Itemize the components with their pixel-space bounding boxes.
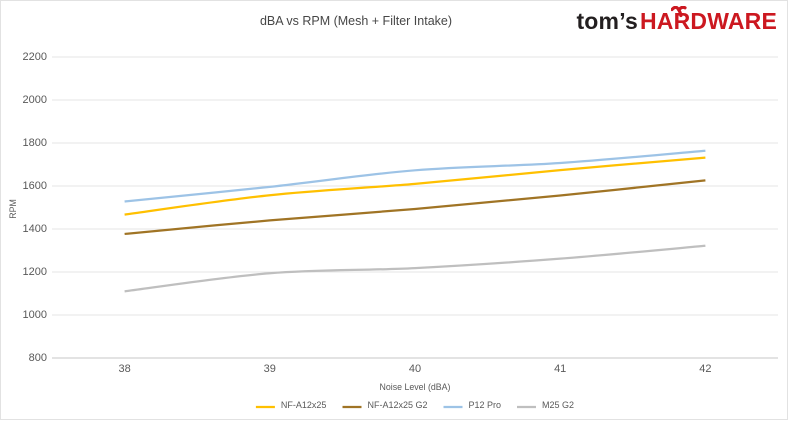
svg-text:1200: 1200 (23, 266, 47, 278)
svg-text:40: 40 (409, 363, 421, 375)
svg-text:NF-A12x25 G2: NF-A12x25 G2 (368, 400, 428, 410)
svg-text:RPM: RPM (8, 199, 18, 219)
svg-text:P12 Pro: P12 Pro (469, 400, 502, 410)
svg-text:39: 39 (264, 363, 276, 375)
svg-text:38: 38 (118, 363, 130, 375)
svg-text:41: 41 (554, 363, 566, 375)
svg-text:1800: 1800 (23, 137, 47, 149)
svg-text:42: 42 (699, 363, 711, 375)
svg-text:M25 G2: M25 G2 (542, 400, 574, 410)
svg-text:2000: 2000 (23, 94, 47, 106)
svg-text:1600: 1600 (23, 180, 47, 192)
svg-text:1000: 1000 (23, 309, 47, 321)
svg-text:800: 800 (29, 352, 47, 364)
svg-text:NF-A12x25: NF-A12x25 (281, 400, 327, 410)
svg-text:1400: 1400 (23, 223, 47, 235)
svg-text:2200: 2200 (23, 51, 47, 63)
svg-text:Noise Level (dBA): Noise Level (dBA) (380, 382, 451, 392)
